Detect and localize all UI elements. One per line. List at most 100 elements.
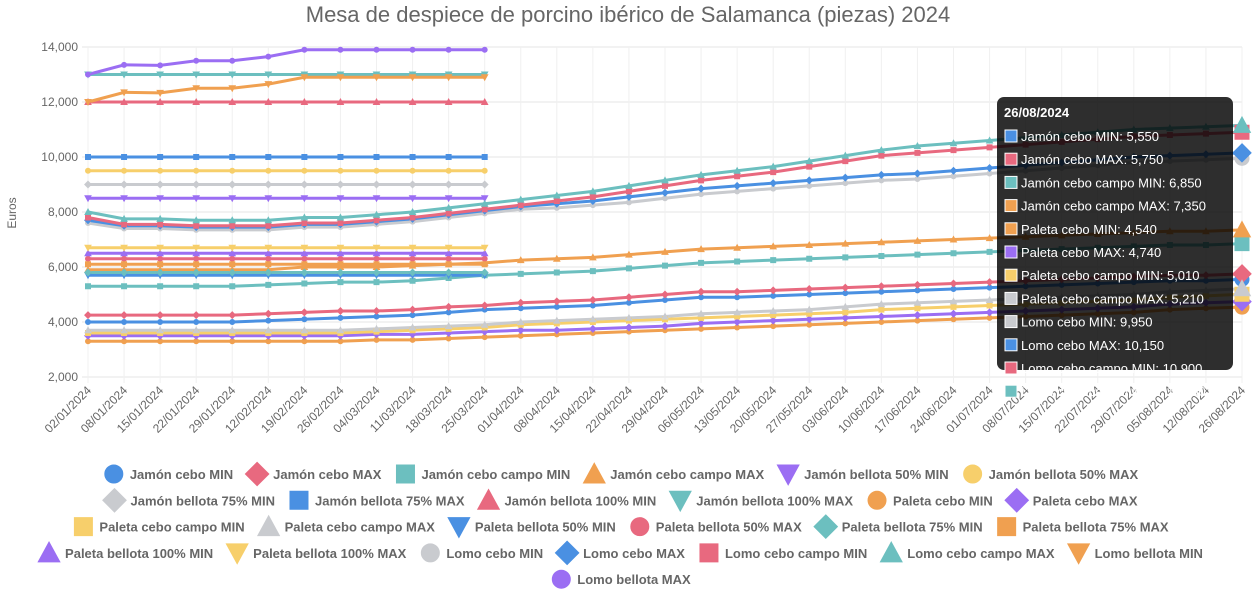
data-point xyxy=(516,317,525,325)
data-point xyxy=(1232,220,1252,238)
data-point xyxy=(84,195,92,203)
data-point xyxy=(120,97,128,105)
data-point xyxy=(229,255,236,262)
data-point xyxy=(192,180,201,189)
data-point xyxy=(84,326,92,334)
data-point xyxy=(1232,279,1252,297)
legend-item[interactable]: Paleta cebo campo MIN xyxy=(73,517,245,537)
data-point xyxy=(301,220,308,226)
legend-item[interactable]: Paleta bellota 75% MIN xyxy=(813,514,983,540)
legend-item[interactable]: Jamón cebo MIN xyxy=(104,464,233,484)
legend-item[interactable]: Paleta cebo campo MAX xyxy=(256,514,436,537)
data-point xyxy=(336,195,345,203)
data-point xyxy=(229,261,236,268)
data-point xyxy=(229,154,236,160)
data-point xyxy=(949,279,958,288)
data-point xyxy=(373,154,380,160)
legend-item[interactable]: Jamón cebo campo MIN xyxy=(395,464,570,484)
data-point xyxy=(481,154,488,160)
legend-item[interactable]: Lomo cebo MIN xyxy=(420,543,543,563)
legend-item[interactable]: Lomo bellota MAX xyxy=(551,569,691,589)
data-point xyxy=(445,255,452,262)
legend-item[interactable]: Paleta cebo MAX xyxy=(1004,487,1138,513)
data-point xyxy=(156,195,164,203)
data-point xyxy=(949,309,958,318)
data-point xyxy=(842,180,849,187)
legend-item[interactable]: Paleta cebo MIN xyxy=(867,490,993,510)
data-point xyxy=(84,207,92,215)
data-point xyxy=(265,53,272,60)
data-point xyxy=(192,326,201,334)
tooltip-swatch xyxy=(1004,268,1018,282)
legend-item[interactable]: Lomo cebo campo MIN xyxy=(699,543,867,563)
data-point xyxy=(986,302,993,309)
legend-item[interactable]: Jamón cebo MAX xyxy=(244,461,382,487)
data-point xyxy=(734,294,741,301)
data-point xyxy=(301,316,308,323)
data-point xyxy=(229,319,236,325)
data-point xyxy=(552,326,561,335)
legend-item[interactable]: Lomo cebo campo MAX xyxy=(879,541,1055,563)
data-point xyxy=(842,254,849,261)
data-point xyxy=(986,314,993,321)
data-point xyxy=(408,195,417,203)
data-point xyxy=(300,213,309,221)
data-point xyxy=(337,255,344,262)
data-point xyxy=(949,235,958,243)
legend-item[interactable]: Jamón cebo campo MAX xyxy=(582,462,764,484)
data-point xyxy=(1234,236,1250,252)
data-point xyxy=(661,322,669,331)
legend-item[interactable]: Jamón bellota 100% MIN xyxy=(476,488,657,510)
data-point xyxy=(84,99,92,107)
legend-item[interactable]: Paleta bellota 75% MAX xyxy=(997,517,1169,537)
data-point xyxy=(157,283,164,290)
legend-item[interactable]: Paleta bellota 50% MIN xyxy=(447,517,616,539)
data-point xyxy=(733,243,741,251)
data-point xyxy=(336,307,345,315)
data-point xyxy=(409,336,416,343)
legend-item[interactable]: Paleta bellota 100% MAX xyxy=(225,543,407,565)
legend-item[interactable]: Jamón bellota 75% MIN xyxy=(102,487,275,513)
legend-item[interactable]: Jamón bellota 75% MAX xyxy=(289,490,465,510)
data-point xyxy=(914,287,921,294)
legend-item[interactable]: Lomo bellota MIN xyxy=(1066,543,1203,565)
data-point xyxy=(228,244,237,252)
data-point xyxy=(986,144,993,151)
data-point xyxy=(228,268,237,277)
tooltip: 26/08/2024 Jamón cebo MIN: 5,550 Jamón ceb… xyxy=(997,97,1233,399)
data-point xyxy=(336,97,345,105)
data-point xyxy=(661,176,669,184)
legend-symbol xyxy=(289,490,309,510)
data-point xyxy=(120,249,128,257)
data-point xyxy=(373,261,380,268)
data-point xyxy=(229,283,236,290)
legend-symbol xyxy=(554,540,580,566)
legend-label: Lomo cebo campo MIN xyxy=(725,546,867,561)
legend-item[interactable]: Jamón bellota 100% MAX xyxy=(668,490,853,513)
data-point xyxy=(445,167,452,174)
data-point xyxy=(949,166,958,175)
legend-item[interactable]: Paleta bellota 100% MIN xyxy=(37,541,213,563)
legend-item[interactable]: Paleta bellota 50% MAX xyxy=(630,517,802,537)
tooltip-item: Lomo cebo campo MIN: 10,900 xyxy=(1021,361,1202,376)
legend-item[interactable]: Jamón bellota 50% MAX xyxy=(963,464,1139,484)
data-point xyxy=(156,97,164,105)
legend-item[interactable]: Lomo cebo MAX xyxy=(554,540,685,566)
data-point xyxy=(913,311,922,320)
data-point xyxy=(120,244,128,252)
data-point xyxy=(985,136,994,144)
tooltip-item: Jamón cebo campo MAX: 7,350 xyxy=(1021,199,1206,214)
data-point xyxy=(444,249,453,257)
data-point xyxy=(264,81,273,89)
tooltip-item: Paleta cebo MIN: 4,540 xyxy=(1021,222,1157,237)
data-point xyxy=(985,295,994,303)
data-point xyxy=(950,303,957,310)
legend-label: Paleta cebo campo MAX xyxy=(285,520,436,535)
tooltip-swatch xyxy=(1004,199,1018,213)
legend-item[interactable]: Jamón bellota 50% MIN xyxy=(776,464,949,486)
data-point xyxy=(193,57,200,64)
data-point xyxy=(229,338,236,345)
data-point xyxy=(697,309,705,317)
data-point xyxy=(264,71,273,79)
data-point xyxy=(589,193,596,200)
